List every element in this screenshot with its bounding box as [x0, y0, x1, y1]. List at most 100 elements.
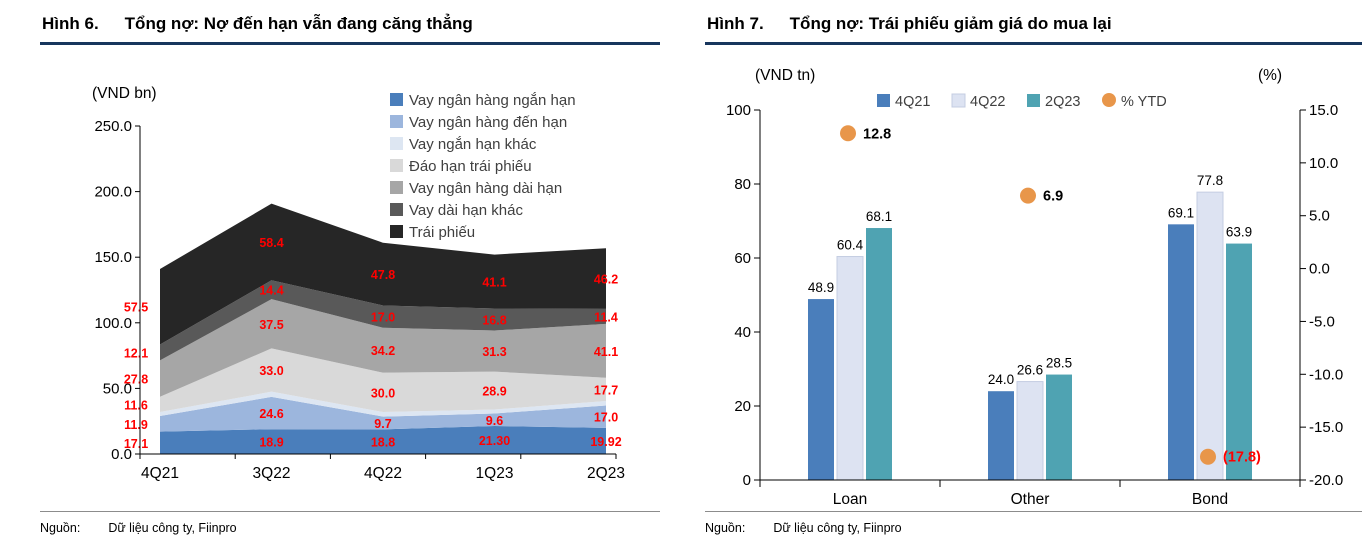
- bar: [1046, 374, 1072, 480]
- bar-value-label: 69.1: [1168, 205, 1194, 220]
- area-band: [160, 396, 606, 432]
- bar-value-label: 26.6: [1017, 363, 1043, 378]
- y-tick-label: 0.0: [111, 446, 132, 463]
- y-tick-label: 150.0: [94, 249, 132, 266]
- legend-label: % YTD: [1121, 94, 1167, 110]
- legend-swatch: [390, 225, 403, 238]
- x-category-label: Bond: [1192, 491, 1228, 508]
- legend-swatch: [390, 181, 403, 194]
- area-band: [160, 391, 606, 417]
- ytd-dot: [1200, 448, 1216, 465]
- legend-swatch: [390, 159, 403, 172]
- bar: [1168, 224, 1194, 480]
- legend-label: Vay ngân hàng ngắn hạn: [409, 92, 576, 109]
- area-value-label: 41.1: [594, 345, 618, 359]
- source-label: Nguồn:: [705, 521, 746, 535]
- bar: [1016, 381, 1044, 481]
- legend-label: 4Q22: [970, 94, 1005, 110]
- x-category-label: 4Q21: [141, 465, 179, 482]
- source-text: Dữ liệu công ty, Fiinpro: [773, 521, 902, 535]
- grouped-bar-chart: 48.9 24.0 69.1 60.4 26.6 77.8 68.1 28.5 63.9 12.8…: [726, 67, 1343, 508]
- bar: [1196, 191, 1224, 481]
- x-category-label: 2Q23: [587, 465, 625, 482]
- figure-6-header: Hình 6. Tổng nợ: Nợ đến hạn vẫn đang căn…: [40, 8, 660, 45]
- left-y-tick-label: 20: [734, 398, 751, 415]
- legend-swatch: [390, 203, 403, 216]
- source-text: Dữ liệu công ty, Fiinpro: [108, 521, 237, 535]
- area-value-label: 34.2: [371, 344, 395, 358]
- figure-7-panel: Hình 7. Tổng nợ: Trái phiếu giảm giá do …: [705, 8, 1362, 546]
- area-value-label: 58.4: [259, 236, 283, 250]
- x-category-label: 1Q23: [476, 465, 514, 482]
- figure-7-source-row: Nguồn: Dữ liệu công ty, Fiinpro: [705, 511, 1362, 535]
- area-value-label: 16.8: [482, 314, 506, 328]
- legend-swatch: [390, 115, 403, 128]
- area-value-label: 11.9: [124, 418, 148, 432]
- area-value-label: 41.1: [482, 276, 506, 290]
- y-tick-label: 50.0: [103, 380, 132, 397]
- legend-label: Vay ngân hàng đến hạn: [409, 114, 567, 131]
- left-y-tick-label: 40: [734, 324, 751, 341]
- left-axis-title: (VND tn): [755, 67, 815, 84]
- ytd-value-label: (17.8): [1223, 450, 1261, 466]
- legend-swatch: [1027, 94, 1040, 107]
- right-y-tick-label: -5.0: [1309, 313, 1335, 330]
- legend-swatch: [390, 137, 403, 150]
- legend-swatch: [390, 93, 403, 106]
- bar: [836, 256, 864, 481]
- left-y-tick-label: 60: [734, 250, 751, 267]
- area-value-label: 21.30: [479, 434, 510, 448]
- area-band: [160, 348, 606, 413]
- area-value-label: 11.4: [594, 310, 618, 324]
- right-y-tick-label: -15.0: [1309, 419, 1343, 436]
- area-value-label: 30.0: [371, 386, 395, 400]
- area-value-label: 19.92: [590, 435, 621, 449]
- area-value-label: 33.0: [259, 364, 283, 378]
- area-value-label: 17.1: [124, 437, 148, 451]
- stacked-area-chart: 17.1 18.9 18.8 21.30 19.92 11.9 24.6 9.7 9.6 17.0…: [92, 85, 625, 482]
- legend-swatch: [951, 93, 966, 108]
- right-y-tick-label: 5.0: [1309, 208, 1330, 225]
- bar-value-label: 48.9: [808, 280, 834, 295]
- area-value-label: 11.6: [124, 398, 148, 412]
- area-value-label: 14.4: [259, 284, 283, 298]
- area-value-label: 46.2: [594, 273, 618, 287]
- area-value-label: 24.6: [259, 407, 283, 421]
- bar-value-label: 77.8: [1197, 173, 1223, 188]
- y-tick-label: 100.0: [94, 315, 132, 332]
- area-value-label: 37.5: [259, 318, 283, 332]
- right-y-tick-label: 15.0: [1309, 102, 1338, 119]
- left-y-tick-label: 0: [743, 472, 751, 489]
- y-tick-label: 200.0: [94, 184, 132, 201]
- area-value-label: 57.5: [124, 301, 148, 315]
- area-band: [160, 426, 606, 454]
- x-category-label: Loan: [833, 491, 867, 508]
- ytd-value-label: 12.8: [863, 126, 891, 142]
- area-value-label: 17.7: [594, 383, 618, 397]
- right-y-tick-label: -10.0: [1309, 366, 1343, 383]
- x-category-label: Other: [1011, 491, 1050, 508]
- ytd-dot: [840, 125, 856, 142]
- ytd-dot: [1020, 187, 1036, 204]
- left-y-tick-label: 100: [726, 102, 751, 119]
- legend-label: 4Q21: [895, 94, 930, 110]
- area-value-label: 28.9: [482, 385, 506, 399]
- area-value-label: 12.1: [124, 346, 148, 360]
- figure-6-title: Tổng nợ: Nợ đến hạn vẫn đang căng thẳng: [124, 14, 473, 33]
- figure-7-label: Hình 7.: [707, 14, 764, 33]
- area-value-label: 18.8: [371, 436, 395, 450]
- figure-7-title: Tổng nợ: Trái phiếu giảm giá do mua lại: [789, 14, 1112, 33]
- bar: [866, 228, 892, 480]
- left-y-tick-label: 80: [734, 176, 751, 193]
- legend-label: Vay dài hạn khác: [409, 202, 523, 219]
- legend-label: Vay ngân hàng dài hạn: [409, 180, 562, 197]
- right-y-tick-label: 10.0: [1309, 155, 1338, 172]
- legend-label: Đáo hạn trái phiếu: [409, 158, 532, 175]
- area-value-label: 31.3: [482, 345, 506, 359]
- legend-label: Trái phiếu: [409, 224, 475, 241]
- right-axis-title: (%): [1258, 67, 1282, 84]
- bar-value-label: 60.4: [837, 238, 864, 253]
- bar-value-label: 24.0: [988, 372, 1014, 387]
- area-value-label: 18.9: [259, 436, 283, 450]
- area-value-label: 17.0: [371, 311, 395, 325]
